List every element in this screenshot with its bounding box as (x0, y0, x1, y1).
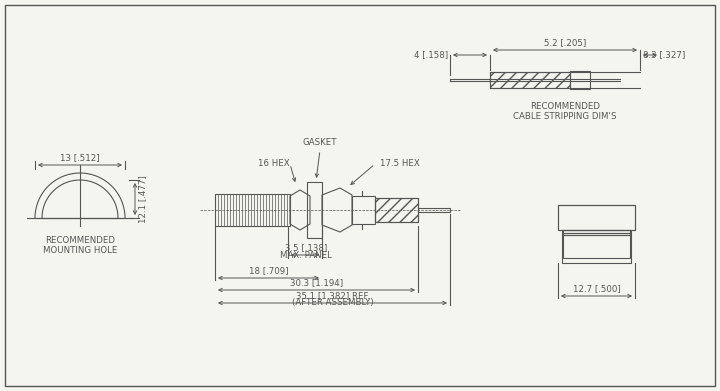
Bar (563, 233, 630, 258)
Text: GASKET: GASKET (302, 138, 337, 147)
Bar (418, 208, 450, 212)
Text: 35.1 [1.382] REF.: 35.1 [1.382] REF. (296, 291, 369, 300)
Bar (558, 205, 635, 230)
Text: RECOMMENDED
CABLE STRIPPING DIM'S: RECOMMENDED CABLE STRIPPING DIM'S (513, 102, 617, 121)
Text: (AFTER ASSEMBLY): (AFTER ASSEMBLY) (292, 298, 373, 307)
Text: MAX. PANEL: MAX. PANEL (280, 251, 332, 260)
Text: 13 [.512]: 13 [.512] (60, 153, 100, 162)
Text: 8.3 [.327]: 8.3 [.327] (643, 50, 685, 59)
Bar (215, 194, 290, 226)
Text: 30.3 [1.194]: 30.3 [1.194] (290, 278, 343, 287)
Text: 12.1 [.477]: 12.1 [.477] (138, 175, 147, 223)
Text: 5.2 [.205]: 5.2 [.205] (544, 38, 586, 47)
Text: 17.5 HEX: 17.5 HEX (380, 158, 420, 167)
Bar (558, 205, 635, 230)
Bar (563, 230, 630, 233)
Text: RECOMMENDED
MOUNTING HOLE: RECOMMENDED MOUNTING HOLE (42, 236, 117, 255)
Bar (375, 198, 418, 222)
Bar (490, 72, 570, 88)
Text: 18 [.709]: 18 [.709] (248, 266, 288, 275)
Bar (352, 196, 375, 224)
Bar (562, 235, 631, 263)
Bar (307, 182, 322, 238)
Bar (570, 71, 590, 89)
Text: 4 [.158]: 4 [.158] (414, 50, 448, 59)
Text: 16 HEX: 16 HEX (258, 158, 290, 167)
Bar (375, 198, 418, 222)
Text: 12.7 [.500]: 12.7 [.500] (572, 284, 621, 293)
Text: 3.5 [.138]: 3.5 [.138] (285, 243, 327, 252)
Bar (562, 230, 631, 235)
